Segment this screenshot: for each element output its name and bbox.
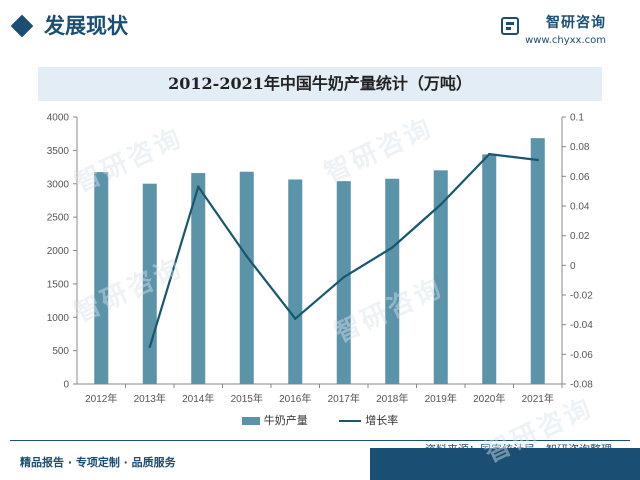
y-left-tick-label: 0 bbox=[63, 380, 69, 391]
growth-point-2017年 bbox=[342, 276, 345, 279]
legend-item-growth: 增长率 bbox=[339, 412, 398, 428]
chart-title-band: 2012-2021年中国牛奶产量统计（万吨） bbox=[38, 67, 602, 101]
footer-divider bbox=[10, 440, 630, 441]
y-left-tick-label: 3000 bbox=[47, 179, 70, 190]
footer-slogan: 精品报告 · 专项定制 · 品质服务 bbox=[20, 456, 176, 469]
bar-2015年 bbox=[239, 171, 254, 384]
growth-point-2020年 bbox=[488, 152, 491, 156]
x-tick-label: 2020年 bbox=[473, 392, 505, 405]
y-left-tick-label: 3500 bbox=[47, 146, 70, 157]
y-left-tick-label: 2500 bbox=[47, 213, 70, 224]
growth-point-2021年 bbox=[536, 158, 539, 162]
y-right-tick-label: 0.08 bbox=[570, 142, 590, 153]
x-tick-label: 2021年 bbox=[522, 392, 554, 405]
brand-logo-icon bbox=[501, 17, 520, 35]
y-right-tick-label: -0.04 bbox=[570, 320, 593, 331]
legend-label-growth: 增长率 bbox=[365, 414, 399, 427]
y-left-tick-label: 4000 bbox=[47, 113, 70, 124]
y-right-tick-label: 0.06 bbox=[570, 172, 590, 183]
x-tick-label: 2018年 bbox=[376, 392, 408, 405]
x-tick-label: 2019年 bbox=[425, 392, 457, 405]
legend-label-production: 牛奶产量 bbox=[263, 414, 308, 427]
y-right-tick-label: 0.1 bbox=[570, 113, 584, 124]
y-right-tick-label: 0.02 bbox=[570, 231, 590, 242]
x-tick-label: 2013年 bbox=[134, 392, 166, 405]
bar-2012年 bbox=[94, 172, 109, 384]
y-right-tick-label: -0.06 bbox=[570, 350, 593, 361]
growth-point-2015年 bbox=[245, 255, 248, 258]
bar-2019年 bbox=[433, 170, 448, 384]
growth-point-2014年 bbox=[197, 185, 200, 188]
x-tick-label: 2012年 bbox=[85, 392, 117, 405]
bar-2020年 bbox=[482, 154, 497, 384]
brand-name: 智研咨询 bbox=[546, 15, 606, 31]
bar-2017年 bbox=[336, 181, 351, 384]
legend-swatch-line bbox=[339, 420, 362, 422]
footer-bar bbox=[370, 448, 640, 480]
legend-swatch-bar bbox=[241, 417, 260, 425]
brand-url: www.chyxx.com bbox=[525, 35, 606, 46]
bar-2016年 bbox=[288, 179, 303, 384]
header: 发展现状 智研咨询 www.chyxx.com bbox=[0, 0, 640, 58]
footer: 精品报告 · 专项定制 · 品质服务 bbox=[0, 448, 640, 480]
y-left-tick-label: 500 bbox=[52, 346, 69, 357]
bar-2018年 bbox=[385, 178, 400, 384]
legend-item-production: 牛奶产量 bbox=[241, 412, 308, 428]
section-title: 发展现状 bbox=[44, 13, 128, 38]
x-tick-label: 2017年 bbox=[328, 392, 360, 405]
brand: 智研咨询 www.chyxx.com bbox=[501, 12, 606, 52]
y-right-tick-label: 0 bbox=[570, 261, 576, 272]
x-tick-label: 2015年 bbox=[231, 392, 263, 405]
chart-title: 2012-2021年中国牛奶产量统计（万吨） bbox=[168, 74, 472, 93]
y-right-tick-label: -0.08 bbox=[570, 380, 593, 391]
growth-point-2019年 bbox=[439, 203, 442, 206]
y-right-tick-label: -0.02 bbox=[570, 291, 593, 302]
x-tick-label: 2016年 bbox=[279, 392, 311, 405]
y-left-tick-label: 1500 bbox=[47, 279, 70, 290]
growth-point-2013年 bbox=[148, 345, 151, 349]
y-right-tick-label: 0.04 bbox=[570, 202, 590, 213]
y-left-tick-label: 1000 bbox=[47, 313, 70, 324]
legend: 牛奶产量 增长率 bbox=[0, 412, 640, 432]
growth-point-2016年 bbox=[294, 317, 297, 320]
bar-2021年 bbox=[530, 138, 545, 384]
growth-point-2018年 bbox=[391, 246, 394, 249]
y-left-tick-label: 2000 bbox=[47, 246, 70, 257]
bar-2014年 bbox=[191, 173, 206, 384]
x-tick-label: 2014年 bbox=[182, 392, 214, 405]
